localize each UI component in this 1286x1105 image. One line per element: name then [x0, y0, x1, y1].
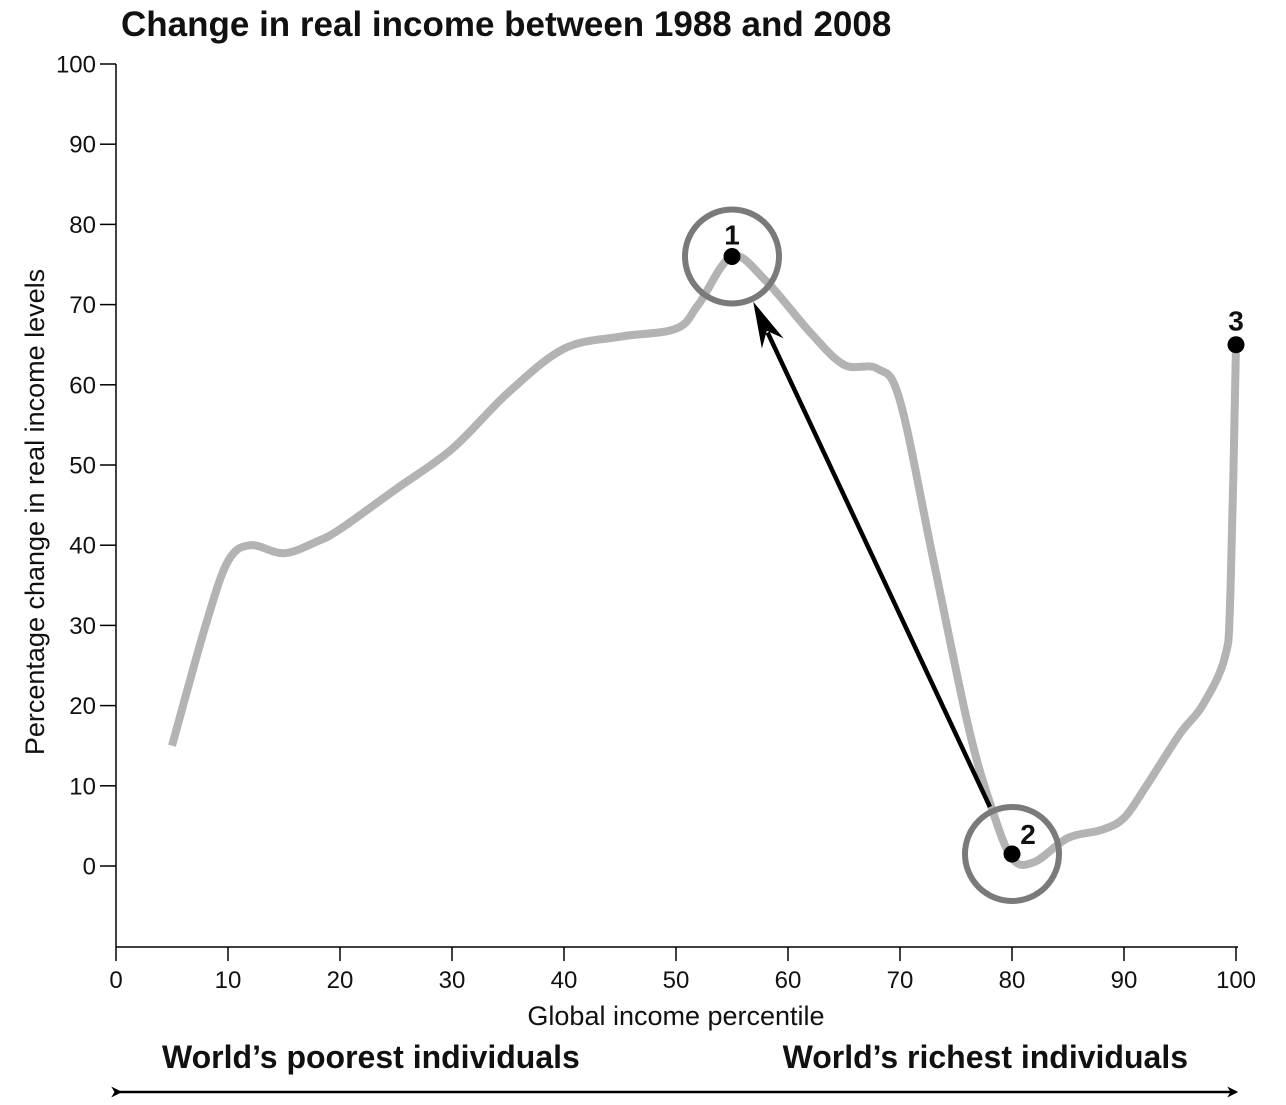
y-tick-label: 70 — [69, 292, 96, 319]
shift-arrow-line — [765, 331, 992, 808]
chart-title: Change in real income between 1988 and 2… — [121, 5, 891, 44]
x-tick-label: 30 — [439, 967, 466, 994]
x-tick-label: 20 — [327, 967, 354, 994]
y-tick-label: 0 — [83, 854, 96, 881]
series-line-0 — [168, 251, 1240, 869]
shift-arrow-head — [753, 301, 784, 349]
point-label-3: 3 — [1228, 306, 1244, 337]
y-tick-label: 60 — [69, 372, 96, 399]
y-tick-label: 10 — [69, 773, 96, 800]
y-tick-label: 30 — [69, 613, 96, 640]
point-marker-3 — [1227, 336, 1245, 354]
poorest-label: World’s poorest individuals — [162, 1039, 580, 1075]
highlight-circle-1 — [682, 206, 782, 307]
y-tick-label: 90 — [69, 132, 96, 159]
x-ticks: 0 10 20 30 40 50 60 70 80 90 100 — [109, 947, 1256, 994]
point-label-2: 2 — [1020, 819, 1036, 850]
annotation-layer: 1 2 3 — [682, 206, 1245, 904]
x-tick-label: 70 — [887, 967, 914, 994]
y-tick-label: 50 — [69, 453, 96, 480]
x-tick-label: 0 — [109, 967, 122, 994]
point-label-1: 1 — [724, 219, 740, 250]
richest-label: World’s richest individuals — [783, 1039, 1188, 1075]
x-tick-label: 50 — [663, 967, 690, 994]
point-marker-1 — [723, 247, 741, 265]
y-tick-label: 20 — [69, 693, 96, 720]
y-axis-label: Percentage change in real income levels — [20, 269, 50, 755]
x-axis-label: Global income percentile — [527, 1001, 824, 1031]
x-tick-label: 60 — [775, 967, 802, 994]
y-tick-label: 100 — [56, 52, 96, 79]
x-tick-label: 100 — [1216, 967, 1256, 994]
y-tick-label: 40 — [69, 533, 96, 560]
x-tick-label: 40 — [551, 967, 578, 994]
series-layer — [168, 251, 1240, 869]
axes — [115, 64, 1238, 948]
x-tick-label: 10 — [215, 967, 242, 994]
point-marker-2 — [1003, 845, 1021, 863]
y-ticks: 0 10 20 30 40 50 60 70 80 90 100 — [56, 52, 116, 881]
highlight-circle-2 — [962, 803, 1062, 904]
y-tick-label: 80 — [69, 212, 96, 239]
x-tick-label: 80 — [999, 967, 1026, 994]
x-tick-label: 90 — [1111, 967, 1138, 994]
